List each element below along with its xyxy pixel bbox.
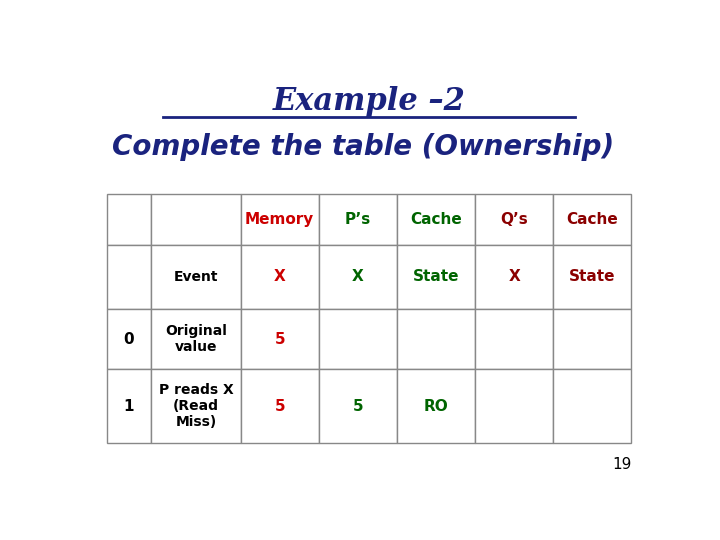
Bar <box>151 245 240 309</box>
Bar <box>240 194 319 245</box>
Text: Cache: Cache <box>410 212 462 227</box>
Bar <box>240 309 319 369</box>
Text: 1: 1 <box>124 399 135 414</box>
Text: Q’s: Q’s <box>500 212 528 227</box>
Bar <box>475 309 553 369</box>
Bar <box>475 245 553 309</box>
Text: Event: Event <box>174 270 218 284</box>
Bar <box>397 369 475 443</box>
Text: X: X <box>508 269 520 285</box>
Bar <box>107 194 151 245</box>
Bar <box>397 194 475 245</box>
Bar <box>240 245 319 309</box>
Text: RO: RO <box>423 399 449 414</box>
Text: Cache: Cache <box>567 212 618 227</box>
Text: X: X <box>274 269 286 285</box>
Text: 5: 5 <box>274 332 285 347</box>
Text: X: X <box>352 269 364 285</box>
Bar <box>240 369 319 443</box>
Bar <box>151 369 240 443</box>
Bar <box>553 369 631 443</box>
Text: Original
value: Original value <box>165 324 227 354</box>
Bar <box>151 309 240 369</box>
Bar <box>107 245 151 309</box>
Bar <box>107 369 151 443</box>
Bar <box>397 245 475 309</box>
Text: State: State <box>413 269 459 285</box>
Bar <box>475 369 553 443</box>
Text: 19: 19 <box>612 457 631 472</box>
Bar <box>319 194 397 245</box>
Text: Complete the table (Ownership): Complete the table (Ownership) <box>112 133 614 161</box>
Bar <box>151 194 240 245</box>
Bar <box>319 369 397 443</box>
Bar <box>397 309 475 369</box>
Text: 5: 5 <box>353 399 363 414</box>
Text: State: State <box>569 269 616 285</box>
Bar <box>319 309 397 369</box>
Bar <box>553 309 631 369</box>
Text: Example –2: Example –2 <box>273 85 465 117</box>
Text: P reads X
(Read
Miss): P reads X (Read Miss) <box>158 383 233 429</box>
Bar <box>553 245 631 309</box>
Text: 5: 5 <box>274 399 285 414</box>
Bar <box>107 309 151 369</box>
Bar <box>319 245 397 309</box>
Text: Memory: Memory <box>245 212 315 227</box>
Text: 0: 0 <box>124 332 135 347</box>
Text: P’s: P’s <box>345 212 371 227</box>
Bar <box>475 194 553 245</box>
Bar <box>553 194 631 245</box>
